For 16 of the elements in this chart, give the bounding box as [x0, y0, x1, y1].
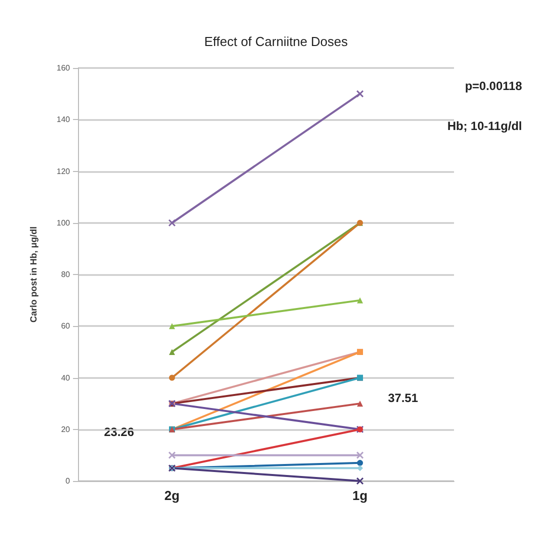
y-tick-label: 80 [61, 270, 71, 279]
y-tick-label: 140 [56, 115, 71, 124]
annotation: Hb; 10-11g/dl [447, 119, 522, 133]
chart-title: Effect of Carniitne Doses [204, 34, 348, 49]
text: p=0.00118 [464, 79, 522, 93]
y-tick-label: 40 [61, 373, 71, 382]
y-axis-title: Carlo post in Hb, μg/dl [28, 226, 38, 323]
y-tick-label: 60 [61, 322, 71, 331]
x-tick-label: 1g [352, 488, 368, 503]
y-tick-label: 20 [61, 424, 71, 434]
y-tick-label: 160 [56, 64, 71, 72]
x-tick-label: 2g [164, 488, 180, 503]
y-tick-label: 120 [56, 166, 71, 176]
y-tick-label: 0 [66, 476, 71, 486]
annotation: 37.51 [388, 391, 418, 405]
y-tick-label: 100 [56, 218, 71, 228]
